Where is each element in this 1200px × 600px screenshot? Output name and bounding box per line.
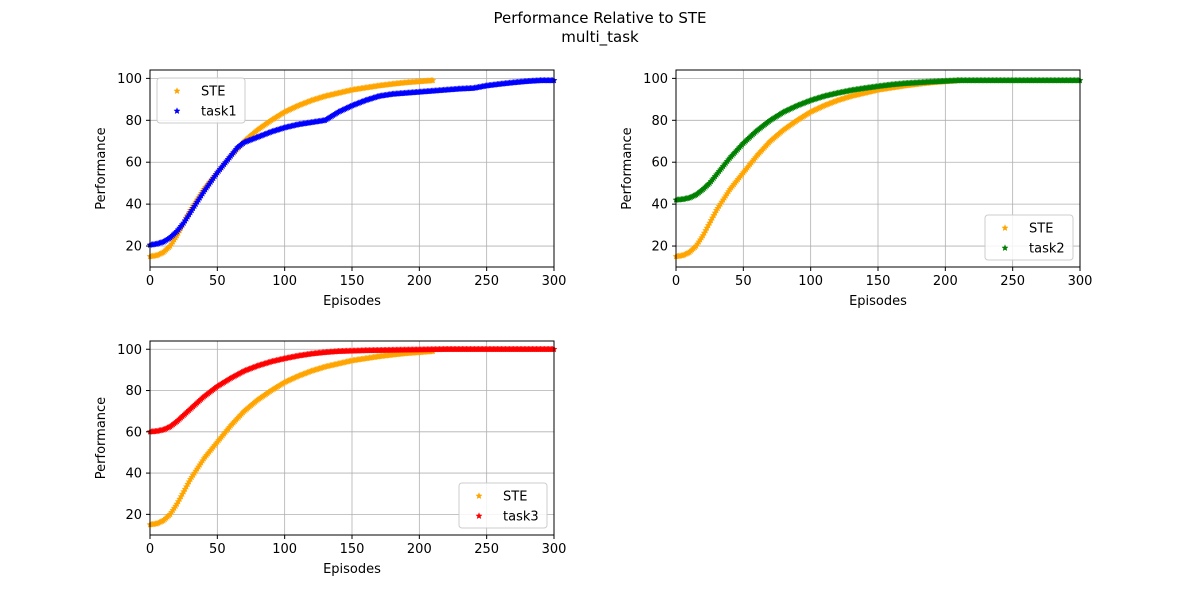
x-tick-label: 100 bbox=[272, 542, 297, 557]
x-tick-label: 0 bbox=[672, 274, 680, 289]
series-task3 bbox=[146, 345, 558, 435]
x-tick-label: 250 bbox=[474, 542, 499, 557]
y-tick-label: 100 bbox=[117, 343, 142, 358]
x-tick-label: 300 bbox=[1068, 274, 1093, 289]
chart-panel-2: 0 50 100 150 200 250 300 20 40 60 80 100 Episodes Per… bbox=[620, 69, 1093, 309]
x-axis-label: Episodes bbox=[849, 294, 907, 309]
y-tick-label: 40 bbox=[125, 198, 142, 213]
series-STE bbox=[672, 76, 963, 260]
legend-marker bbox=[1001, 244, 1009, 252]
x-tick-label: 50 bbox=[209, 274, 226, 289]
x-tick-label: 250 bbox=[1000, 274, 1025, 289]
legend-marker bbox=[1001, 224, 1009, 232]
legend-label: task2 bbox=[1029, 242, 1065, 257]
y-tick-label: 80 bbox=[125, 384, 142, 399]
legend-box bbox=[458, 482, 548, 529]
chart-panel-3: 0 50 100 150 200 250 300 20 40 60 80 100 Episodes Per… bbox=[94, 340, 567, 577]
figure-title: Performance Relative to STE bbox=[493, 9, 707, 27]
legend: STE task2 bbox=[984, 214, 1074, 261]
y-tick-label: 20 bbox=[125, 240, 142, 255]
x-tick-label: 0 bbox=[146, 274, 154, 289]
x-axis-label: Episodes bbox=[323, 294, 381, 309]
x-tick-label: 150 bbox=[340, 274, 365, 289]
x-tick-label: 150 bbox=[340, 542, 365, 557]
x-tick-label: 50 bbox=[735, 274, 752, 289]
y-tick-label: 100 bbox=[117, 72, 142, 87]
series-STE bbox=[146, 347, 437, 528]
x-tick-label: 300 bbox=[542, 542, 567, 557]
legend: STE task1 bbox=[156, 77, 246, 124]
x-tick-label: 0 bbox=[146, 542, 154, 557]
y-tick-label: 20 bbox=[651, 240, 668, 255]
x-axis-label: Episodes bbox=[323, 562, 381, 577]
x-tick-label: 200 bbox=[407, 274, 432, 289]
data-point bbox=[429, 76, 437, 84]
legend-label: task3 bbox=[503, 510, 539, 525]
legend-box bbox=[984, 214, 1074, 261]
legend-label: STE bbox=[503, 490, 527, 505]
y-tick-label: 40 bbox=[651, 198, 668, 213]
legend-marker bbox=[475, 512, 483, 520]
y-tick-label: 60 bbox=[125, 156, 142, 171]
legend-label: STE bbox=[1029, 222, 1053, 237]
series-task1 bbox=[146, 76, 558, 249]
x-tick-label: 150 bbox=[866, 274, 891, 289]
x-tick-label: 250 bbox=[474, 274, 499, 289]
legend-marker bbox=[173, 87, 181, 95]
y-tick-label: 20 bbox=[125, 508, 142, 523]
y-tick-label: 80 bbox=[125, 114, 142, 129]
y-tick-label: 80 bbox=[651, 114, 668, 129]
y-tick-label: 40 bbox=[125, 467, 142, 482]
y-tick-label: 60 bbox=[651, 156, 668, 171]
series-task2 bbox=[672, 76, 1084, 203]
legend-marker bbox=[475, 492, 483, 500]
x-tick-label: 200 bbox=[933, 274, 958, 289]
x-tick-label: 200 bbox=[407, 542, 432, 557]
x-tick-label: 100 bbox=[272, 274, 297, 289]
y-tick-label: 100 bbox=[643, 72, 668, 87]
chart-panel-1: 0 50 100 150 200 250 300 20 40 60 80 100 Episodes Per… bbox=[94, 69, 567, 309]
legend-marker bbox=[173, 107, 181, 115]
x-tick-label: 100 bbox=[798, 274, 823, 289]
y-axis-label: Performance bbox=[620, 127, 635, 209]
y-axis-label: Performance bbox=[94, 397, 109, 479]
legend-label: STE bbox=[201, 85, 225, 100]
y-axis-label: Performance bbox=[94, 127, 109, 209]
legend: STE task3 bbox=[458, 482, 548, 529]
y-tick-label: 60 bbox=[125, 425, 142, 440]
legend-box bbox=[156, 77, 246, 124]
figure-subtitle: multi_task bbox=[561, 28, 639, 46]
legend-label: task1 bbox=[201, 105, 237, 120]
x-tick-label: 300 bbox=[542, 274, 567, 289]
x-tick-label: 50 bbox=[209, 542, 226, 557]
